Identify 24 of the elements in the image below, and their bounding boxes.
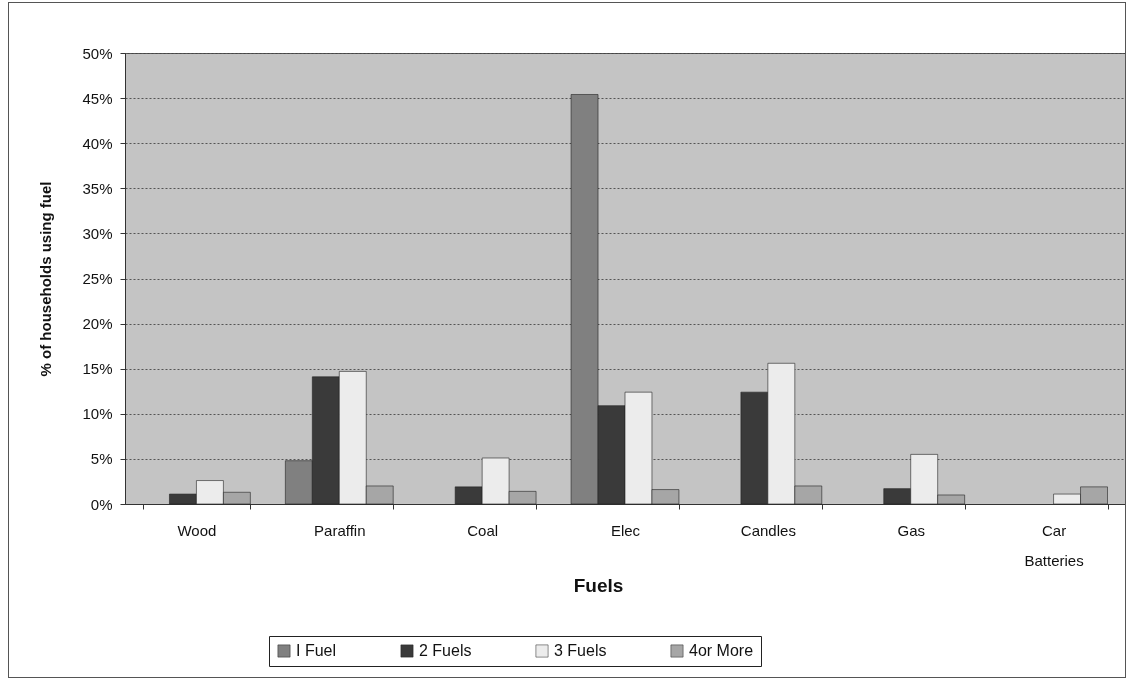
y-tick-label: 20% <box>82 315 113 333</box>
y-tick-label: 45% <box>82 89 113 107</box>
legend-label: 4or More <box>689 642 754 659</box>
x-tick-label: Paraffin <box>314 521 366 539</box>
legend-label: 2 Fuels <box>419 642 472 659</box>
x-tick-label: Car Batteries <box>1024 521 1084 569</box>
x-axis-title: Fuels <box>573 574 624 596</box>
x-tick-label: Coal <box>467 521 499 539</box>
y-tick-label: 40% <box>82 134 113 152</box>
y-tick-label: 5% <box>90 450 113 468</box>
y-tick-label: 0% <box>90 495 113 513</box>
y-tick-label: 30% <box>82 224 113 242</box>
x-tick-label: Gas <box>897 521 925 539</box>
x-tick-label: Wood <box>177 521 217 539</box>
x-tick-label: Candles <box>740 521 796 539</box>
y-tick-label: 10% <box>82 405 113 423</box>
y-tick-label: 50% <box>82 44 113 62</box>
y-tick-label: 15% <box>82 360 113 378</box>
y-tick-label: 25% <box>82 270 113 287</box>
y-axis-title: % of households using fuel <box>37 181 55 377</box>
legend-label: I Fuel <box>296 642 337 659</box>
y-tick-label: 35% <box>82 179 113 197</box>
x-tick-label: Elec <box>610 521 641 539</box>
legend-label: 3 Fuels <box>554 642 607 659</box>
